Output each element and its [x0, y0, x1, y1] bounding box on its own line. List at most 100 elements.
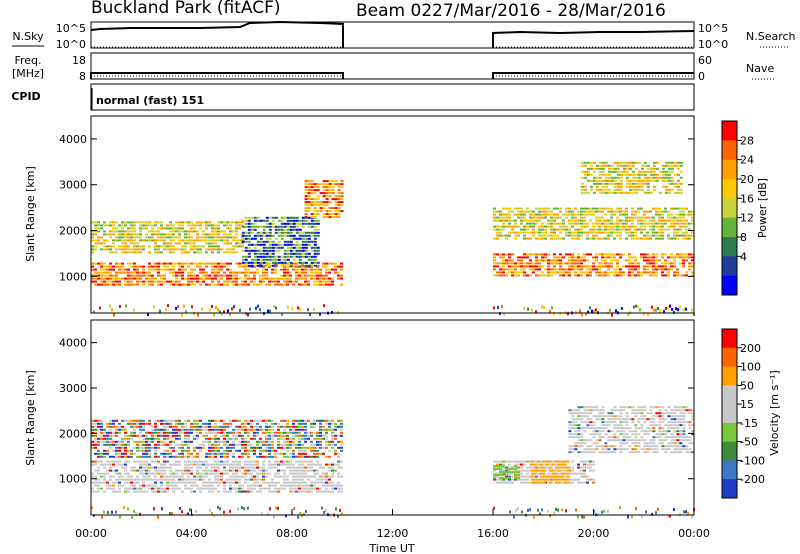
echo-cell	[118, 431, 121, 434]
echo-cell	[190, 227, 193, 230]
echo-cell	[529, 219, 532, 222]
echo-cell	[652, 421, 656, 424]
cpid-text: normal (fast) 151	[96, 94, 204, 107]
echo-cell	[544, 253, 547, 256]
echo-cell	[298, 422, 301, 425]
echo-cell	[646, 234, 649, 237]
echo-cell	[340, 183, 344, 186]
echo-cell	[553, 219, 556, 222]
echo-cell	[301, 237, 305, 240]
echo-cell	[298, 246, 302, 249]
echo-cell	[547, 274, 550, 277]
echo-cell	[577, 222, 580, 225]
echo-cell	[307, 234, 311, 237]
echo-cell	[310, 261, 314, 264]
echo-cell	[265, 222, 269, 225]
noise-cell	[213, 313, 215, 317]
echo-cell	[232, 437, 235, 440]
echo-cell	[502, 228, 505, 231]
echo-cell	[100, 283, 103, 286]
echo-cell	[679, 191, 683, 194]
echo-cell	[97, 422, 100, 425]
echo-cell	[616, 216, 619, 219]
echo-cell	[532, 213, 535, 216]
echo-cell	[574, 424, 578, 427]
echo-cell	[628, 191, 632, 194]
echo-cell	[304, 204, 308, 207]
echo-cell	[235, 469, 238, 472]
echo-cell	[551, 469, 555, 472]
echo-cell	[583, 216, 586, 219]
echo-cell	[616, 436, 620, 439]
echo-cell	[685, 271, 688, 274]
echo-cell	[514, 475, 517, 478]
echo-cell	[688, 210, 691, 213]
echo-cell	[592, 451, 596, 454]
echo-cell	[217, 478, 220, 481]
echo-cell	[97, 277, 100, 280]
echo-cell	[259, 264, 263, 267]
echo-cell	[530, 460, 534, 463]
echo-cell	[637, 161, 641, 164]
echo-cell	[163, 242, 166, 245]
echo-cell	[554, 460, 558, 463]
cpid-panel-frame	[90, 83, 695, 111]
echo-cell	[331, 490, 334, 493]
echo-cell	[163, 440, 166, 443]
echo-cell	[181, 221, 184, 224]
echo-cell	[526, 225, 529, 228]
echo-cell	[103, 245, 106, 248]
echo-cell	[505, 481, 508, 484]
echo-cell	[184, 428, 187, 431]
echo-cell	[187, 475, 190, 478]
echo-cell	[289, 274, 292, 277]
echo-cell	[601, 228, 604, 231]
echo-cell	[595, 167, 599, 170]
echo-cell	[316, 460, 319, 463]
echo-cell	[313, 234, 317, 237]
echo-cell	[109, 248, 112, 251]
echo-cell	[643, 265, 646, 268]
echo-cell	[505, 216, 508, 219]
echo-cell	[181, 440, 184, 443]
echo-cell	[625, 228, 628, 231]
echo-cell	[268, 437, 271, 440]
echo-cell	[112, 455, 115, 458]
echo-cell	[571, 210, 574, 213]
echo-cell	[589, 463, 592, 466]
echo-cell	[268, 490, 271, 493]
echo-cell	[181, 277, 184, 280]
echo-cell	[592, 430, 596, 433]
echo-cell	[313, 463, 316, 466]
echo-cell	[580, 439, 584, 442]
echo-cell	[151, 466, 154, 469]
echo-cell	[610, 167, 614, 170]
echo-cell	[563, 481, 567, 484]
echo-cell	[301, 240, 305, 243]
echo-cell	[640, 225, 643, 228]
echo-cell	[244, 277, 247, 280]
echo-cell	[514, 234, 517, 237]
echo-cell	[151, 446, 154, 449]
echo-cell	[643, 451, 647, 454]
echo-cell	[157, 431, 160, 434]
echo-cell	[208, 481, 211, 484]
echo-cell	[130, 431, 133, 434]
echo-cell	[103, 224, 106, 227]
echo-cell	[649, 412, 653, 415]
echo-cell	[283, 437, 286, 440]
echo-cell	[667, 216, 670, 219]
echo-cell	[580, 271, 583, 274]
echo-cell	[196, 224, 199, 227]
echo-cell	[232, 428, 235, 431]
echo-cell	[340, 268, 343, 271]
echo-cell	[235, 242, 238, 245]
echo-cell	[205, 277, 208, 280]
echo-cell	[262, 419, 265, 422]
echo-cell	[571, 222, 574, 225]
echo-cell	[148, 484, 151, 487]
echo-cell	[322, 425, 325, 428]
echo-cell	[121, 245, 124, 248]
echo-cell	[328, 490, 331, 493]
echo-cell	[616, 173, 620, 176]
